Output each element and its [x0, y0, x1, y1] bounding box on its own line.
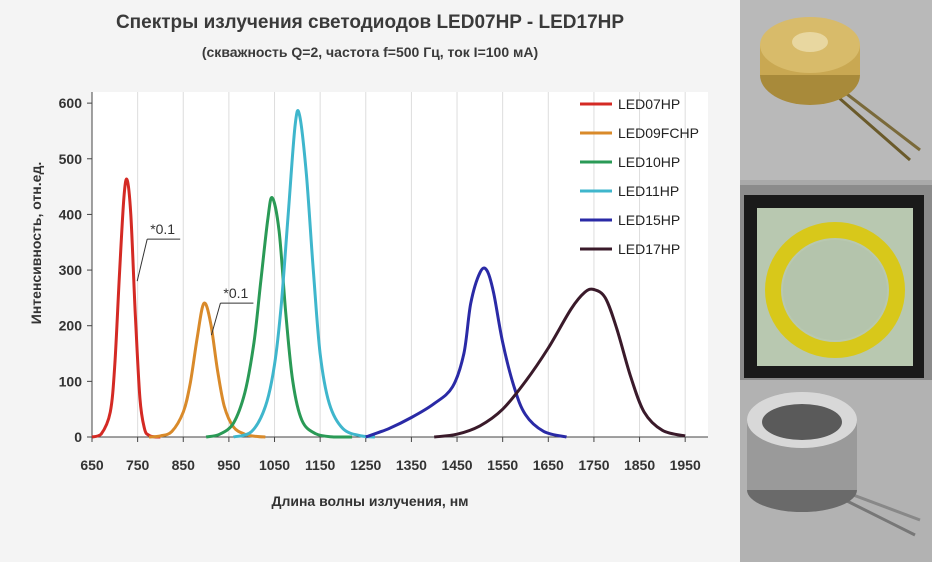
annotation-leader [136, 238, 148, 282]
x-tick-label: 1250 [350, 457, 381, 473]
x-tick-label: 1850 [624, 457, 655, 473]
x-tick-label: 1450 [441, 457, 472, 473]
y-tick-label: 100 [59, 373, 83, 389]
series-line-led11hp [233, 109, 376, 439]
gold-led-photo [740, 0, 932, 180]
x-axis-label: Длина волны излучения, нм [271, 493, 469, 509]
plot-area [92, 92, 708, 437]
x-tick-label: 950 [217, 457, 241, 473]
legend-label: LED15HP [618, 212, 680, 228]
series-line-led07hp [91, 177, 161, 439]
x-tick-label: 650 [80, 457, 104, 473]
legend-label: LED11HP [618, 183, 679, 199]
x-tick-label: 1150 [305, 457, 336, 473]
chart-panel: Спектры излучения светодиодов LED07HP - … [0, 0, 740, 562]
y-tick-label: 500 [59, 151, 83, 167]
legend-label: LED09FCHP [618, 125, 699, 141]
y-tick-label: 400 [59, 206, 83, 222]
annotation-label: *0.1 [150, 221, 175, 237]
chart-title: Спектры излучения светодиодов LED07HP - … [115, 12, 625, 33]
led-photos-panel [740, 0, 932, 562]
y-tick-label: 300 [59, 262, 83, 278]
spectra-plot: 0 100 200 300 400 500 600 650 750 850 950 1050 1150 1… [59, 92, 708, 473]
annotation-label: *0.1 [223, 285, 248, 301]
x-tick-label: 750 [126, 457, 150, 473]
x-tick-label: 1750 [578, 457, 609, 473]
x-tick-label: 1650 [533, 457, 564, 473]
led-photos [740, 0, 932, 562]
y-tick-label: 0 [74, 429, 82, 445]
y-tick-label: 200 [59, 318, 83, 334]
series-line-led17hp [434, 287, 686, 439]
metal-led-photo [740, 380, 932, 562]
legend-label: LED17HP [618, 241, 680, 257]
chip-photo [740, 185, 932, 380]
x-tick-label: 1050 [259, 457, 290, 473]
legend-label: LED07HP [618, 96, 680, 112]
series-line-led15hp [365, 266, 567, 439]
x-tick-label: 1950 [670, 457, 701, 473]
chart-subtitle: (скважность Q=2, частота f=500 Гц, ток I… [201, 44, 539, 60]
y-axis-label: Интенсивность, отн.ед. [28, 161, 44, 325]
legend-label: LED10HP [618, 154, 680, 170]
x-tick-label: 1550 [487, 457, 518, 473]
annotation-leader [210, 302, 221, 336]
series-line-led10hp [205, 196, 353, 439]
x-tick-label: 1350 [396, 457, 427, 473]
y-tick-label: 600 [59, 95, 83, 111]
x-tick-label: 850 [172, 457, 196, 473]
